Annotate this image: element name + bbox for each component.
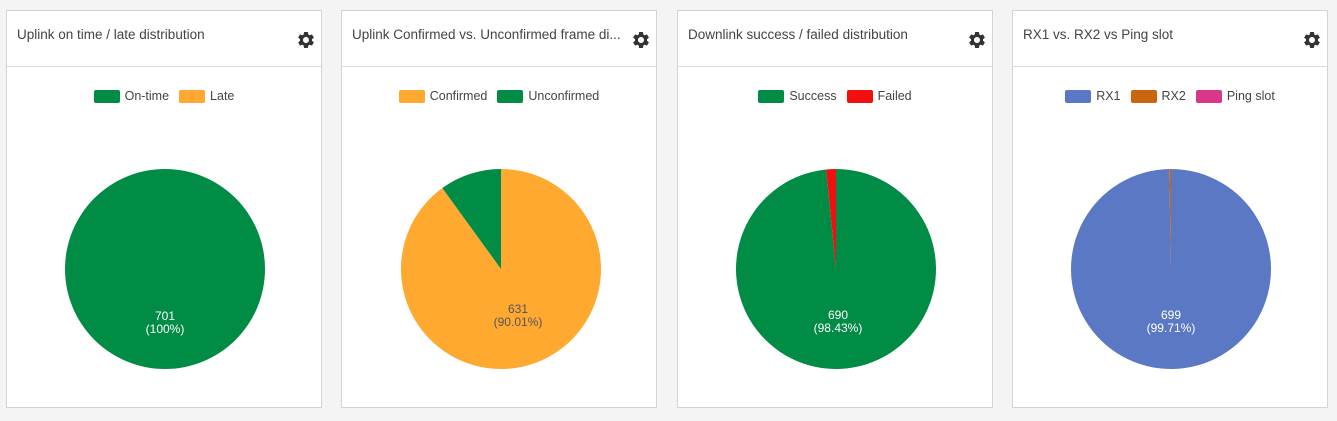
pie-label-value: 701 xyxy=(155,309,175,323)
legend-swatch xyxy=(497,89,524,103)
pie-slice-rx2[interactable] xyxy=(1169,169,1171,269)
legend-item-late[interactable]: Late xyxy=(179,89,234,103)
pie-slice-unconfirmed[interactable] xyxy=(442,169,501,269)
pie-chart: 701(100%) xyxy=(65,169,265,369)
pie-label-percent: (98.43%) xyxy=(814,321,863,335)
pie-slice-on-time[interactable] xyxy=(65,169,265,369)
pie-label-percent: (99.71%) xyxy=(1147,321,1196,335)
legend-swatch xyxy=(1195,89,1222,103)
pie-label-value: 690 xyxy=(828,308,848,322)
chart-legend: Confirmed Unconfirmed xyxy=(342,88,656,104)
legend-label: On-time xyxy=(124,89,170,103)
pie-chart: 631(90.01%) xyxy=(401,169,601,369)
pie-slice-confirmed[interactable] xyxy=(401,169,601,369)
legend-swatch xyxy=(93,89,120,103)
panel-header: Uplink on time / late distribution xyxy=(7,11,321,67)
legend-label: Failed xyxy=(877,89,912,103)
pie-slice-failed[interactable] xyxy=(826,169,836,269)
legend-label: RX2 xyxy=(1161,89,1186,103)
legend-item-on-time[interactable]: On-time xyxy=(93,89,170,103)
legend-label: Late xyxy=(210,89,235,103)
chart-panel-rx-slots: RX1 vs. RX2 vs Ping slot RX1 RX2 Ping sl… xyxy=(1012,10,1328,408)
gear-icon[interactable] xyxy=(967,30,987,50)
legend-label: Success xyxy=(789,89,837,103)
chart-legend: Success Failed xyxy=(678,88,992,104)
legend-swatch xyxy=(179,89,206,103)
legend-item-confirmed[interactable]: Confirmed xyxy=(398,89,488,103)
pie-slice-rx1[interactable] xyxy=(1071,169,1272,369)
pie-label-percent: (90.01%) xyxy=(494,315,543,329)
legend-swatch xyxy=(1130,89,1157,103)
legend-item-rx1[interactable]: RX1 xyxy=(1065,89,1121,103)
chart-panel-uplink-confirmed: Uplink Confirmed vs. Unconfirmed frame d… xyxy=(341,10,657,408)
panel-header: Downlink success / failed distribution xyxy=(678,11,992,67)
chart-panel-uplink-on-time: Uplink on time / late distribution On-ti… xyxy=(6,10,322,408)
pie-label-value: 631 xyxy=(508,302,528,316)
gear-icon[interactable] xyxy=(631,30,651,50)
legend-swatch xyxy=(398,89,425,103)
legend-swatch xyxy=(758,89,785,103)
legend-label: Unconfirmed xyxy=(528,89,600,103)
gear-icon[interactable] xyxy=(296,30,316,50)
legend-item-rx2[interactable]: RX2 xyxy=(1130,89,1186,103)
legend-swatch xyxy=(1065,89,1092,103)
chart-legend: On-time Late xyxy=(7,88,321,104)
chart-legend: RX1 RX2 Ping slot xyxy=(1013,88,1327,104)
legend-label: RX1 xyxy=(1096,89,1121,103)
chart-panel-downlink-success: Downlink success / failed distribution S… xyxy=(677,10,993,408)
legend-item-success[interactable]: Success xyxy=(758,89,837,103)
panel-header: Uplink Confirmed vs. Unconfirmed frame d… xyxy=(342,11,656,67)
legend-item-ping-slot[interactable]: Ping slot xyxy=(1195,89,1275,103)
legend-label: Confirmed xyxy=(429,89,488,103)
gear-icon[interactable] xyxy=(1302,30,1322,50)
legend-item-unconfirmed[interactable]: Unconfirmed xyxy=(497,89,599,103)
pie-label-value: 699 xyxy=(1161,308,1181,322)
panel-header: RX1 vs. RX2 vs Ping slot xyxy=(1013,11,1327,67)
pie-label-percent: (100%) xyxy=(146,322,185,336)
legend-swatch xyxy=(846,89,873,103)
pie-chart: 690(98.43%) xyxy=(736,169,937,369)
legend-label: Ping slot xyxy=(1226,89,1275,103)
legend-item-failed[interactable]: Failed xyxy=(846,89,912,103)
pie-slice-success[interactable] xyxy=(736,169,937,369)
pie-chart: 699(99.71%) xyxy=(1071,169,1272,369)
